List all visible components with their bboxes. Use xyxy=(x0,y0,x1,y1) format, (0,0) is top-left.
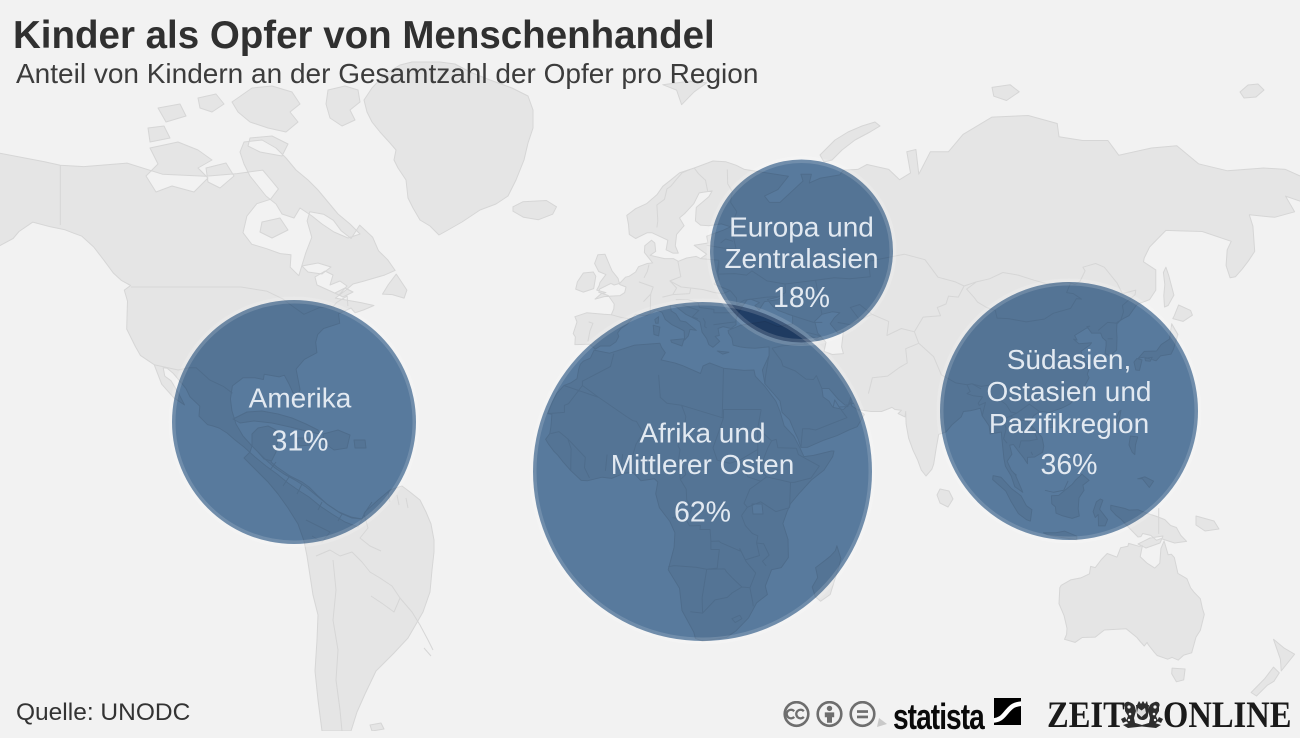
svg-text:Europa und: Europa und xyxy=(729,212,874,243)
svg-text:Zentralasien: Zentralasien xyxy=(724,243,878,274)
svg-text:Amerika: Amerika xyxy=(249,383,352,414)
svg-text:18%: 18% xyxy=(773,282,830,314)
svg-text:Pazifikregion: Pazifikregion xyxy=(989,408,1149,439)
svg-text:Mittlerer Osten: Mittlerer Osten xyxy=(611,449,795,480)
svg-text:31%: 31% xyxy=(271,426,328,458)
svg-text:Südasien,: Südasien, xyxy=(1007,344,1132,375)
svg-text:36%: 36% xyxy=(1040,449,1097,481)
svg-text:62%: 62% xyxy=(674,497,731,529)
svg-text:Afrika und: Afrika und xyxy=(639,418,765,449)
svg-text:Ostasien und: Ostasien und xyxy=(987,376,1152,407)
